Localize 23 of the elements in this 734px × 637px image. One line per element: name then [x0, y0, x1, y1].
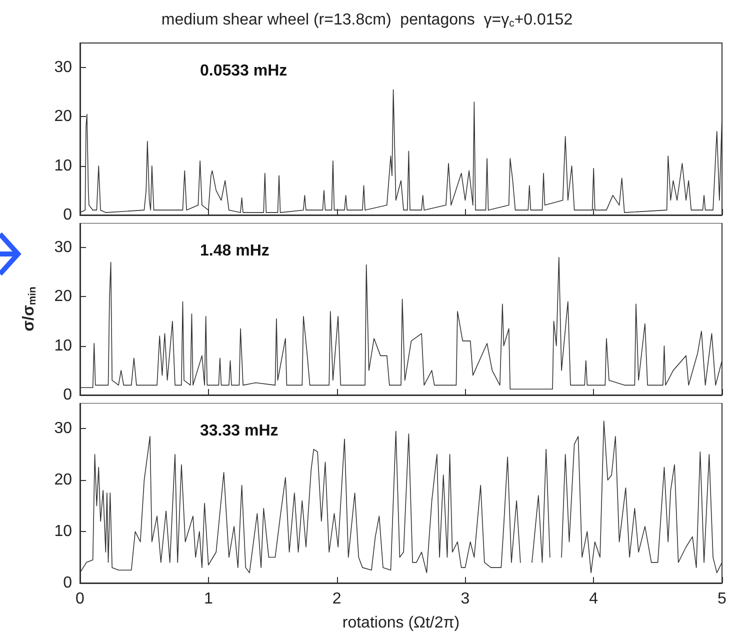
x-tick-label: 5: [718, 590, 727, 608]
annotation: 1.48 mHz: [200, 242, 270, 260]
y-tick-label: 10: [54, 157, 72, 174]
x-tick-label: 2: [332, 590, 342, 608]
y-tick-label: 30: [54, 59, 72, 76]
y-tick-label: 0: [63, 574, 72, 592]
y-tick-label: 30: [54, 239, 72, 256]
y-tick-label: 20: [54, 108, 72, 126]
y-tick-label: 30: [54, 420, 72, 438]
y-tick-label: 20: [54, 288, 72, 306]
x-tick-label: 4: [589, 590, 598, 608]
x-axis-title: rotations (Ωt/2π): [342, 614, 460, 632]
annotation: 0.0533 mHz: [200, 62, 288, 80]
x-tick-label: 3: [460, 590, 470, 608]
y-axis-title: σ/σmin: [20, 286, 38, 332]
x-tick-label: 1: [204, 590, 213, 608]
annotation: 33.33 mHz: [200, 422, 278, 440]
y-tick-label: 10: [54, 523, 72, 540]
y-tick-label: 10: [54, 337, 72, 354]
y-tick-label: 0: [63, 386, 72, 404]
y-tick-label: 20: [54, 472, 72, 489]
x-tick-label: 0: [76, 590, 85, 608]
y-tick-label: 0: [63, 206, 72, 224]
